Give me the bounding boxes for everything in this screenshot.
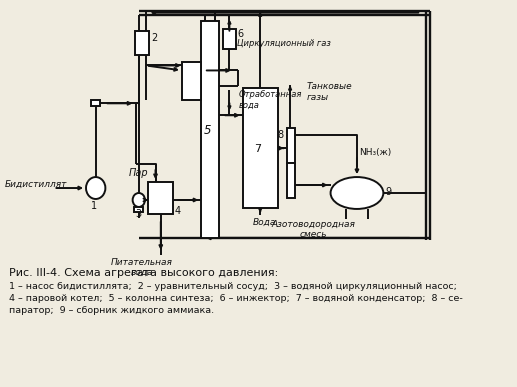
Bar [92, 100, 100, 106]
Text: 4: 4 [175, 206, 181, 216]
Bar [182, 62, 201, 100]
Text: NH₃(ж): NH₃(ж) [360, 148, 392, 157]
Text: 8: 8 [278, 130, 284, 140]
Text: 2: 2 [151, 33, 157, 43]
Bar [223, 29, 236, 48]
Text: 1 – насос бидистиллята;  2 – уравнительный сосуд;  3 – водяной циркуляционный на: 1 – насос бидистиллята; 2 – уравнительны… [9, 282, 458, 291]
Bar [286, 163, 295, 198]
Text: 9: 9 [385, 187, 391, 197]
Text: Пар: Пар [129, 168, 149, 178]
Bar [242, 88, 278, 208]
Text: Циркуляционный газ: Циркуляционный газ [237, 39, 331, 48]
Bar [134, 207, 143, 212]
Circle shape [133, 193, 145, 207]
Text: 1: 1 [92, 201, 97, 211]
Bar [148, 182, 173, 214]
Text: Рис. III-4. Схема агрегата высокого давления:: Рис. III-4. Схема агрегата высокого давл… [9, 268, 279, 278]
Text: 6: 6 [237, 29, 244, 39]
Bar [135, 31, 149, 55]
Text: 4 – паровой котел;  5 – колонна синтеза;  6 – инжектор;  7 – водяной конденсатор: 4 – паровой котел; 5 – колонна синтеза; … [9, 294, 463, 303]
Text: Танковые
газы: Танковые газы [307, 82, 353, 102]
Text: Отработанная
вода: Отработанная вода [239, 91, 302, 110]
Text: 7: 7 [254, 144, 261, 154]
Circle shape [86, 177, 105, 199]
Text: Бидистиллят: Бидистиллят [5, 180, 67, 189]
Text: Питательная
вода: Питательная вода [111, 258, 172, 277]
Text: паратор;  9 – сборник жидкого аммиака.: паратор; 9 – сборник жидкого аммиака. [9, 306, 215, 315]
Text: 3: 3 [135, 209, 142, 219]
Ellipse shape [330, 177, 383, 209]
Bar [201, 21, 219, 238]
Text: 5: 5 [204, 124, 211, 137]
Bar [286, 128, 295, 163]
Text: Вода: Вода [253, 218, 277, 227]
Text: Азотоводородная
смесь: Азотоводородная смесь [271, 220, 355, 239]
